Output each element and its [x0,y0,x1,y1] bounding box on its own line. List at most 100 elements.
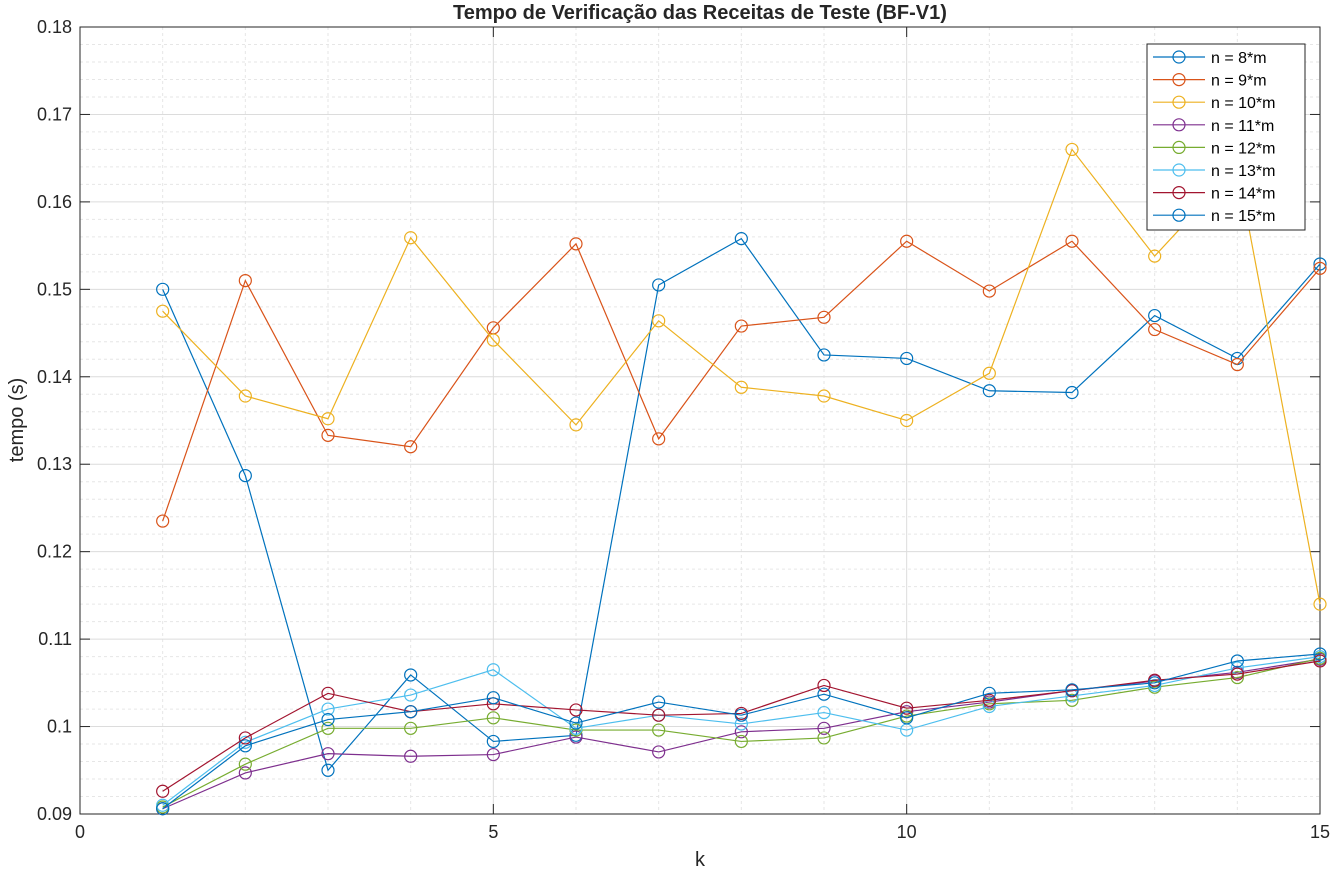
data-point [1065,234,1079,248]
data-point [817,687,831,701]
legend-marker [1172,163,1186,177]
data-point [569,730,583,744]
data-point [1313,261,1327,275]
data-point [734,717,748,731]
legend-label: n = 10*m [1211,95,1275,112]
data-point [652,432,666,446]
data-point [569,703,583,717]
y-axis: 0.09 0.1 0.11 0.12 0.13 0.14 0.15 0.16 0.17 0.18 [37,17,1320,824]
legend-label: n = 15*m [1211,208,1275,225]
data-point [569,721,583,735]
data-point [321,428,335,442]
data-point [321,686,335,700]
y-tick-label: 0.11 [38,629,72,649]
data-point [1313,597,1327,611]
data-point [982,366,996,380]
data-point [238,766,252,780]
data-point [486,663,500,677]
y-tick-label: 0.15 [37,279,72,299]
y-tick-label: 0.16 [37,192,72,212]
data-point [1230,667,1244,681]
data-point [404,688,418,702]
x-axis-label: k [695,849,706,871]
data-point [156,514,170,528]
series-layer [156,142,1327,816]
data-point [982,384,996,398]
data-point [321,721,335,735]
data-point [817,348,831,362]
legend-label: n = 9*m [1211,73,1267,90]
legend-marker [1172,72,1186,87]
data-point [1230,670,1244,685]
data-point [321,412,335,426]
data-point [238,739,252,753]
data-point [1148,322,1162,337]
series-line [162,660,1321,792]
data-point [817,705,831,720]
y-axis-label: tempo (s) [6,378,28,462]
legend-label: n = 12*m [1211,140,1275,157]
y-tick-label: 0.13 [37,454,72,474]
data-point [156,304,170,318]
series-line [162,237,1321,772]
x-tick-label: 10 [897,822,917,842]
legend-entry: n = 10*m [1153,95,1275,112]
data-point [900,413,914,428]
series-line [162,656,1321,806]
data-point [817,389,831,403]
data-point [486,734,500,749]
data-point [1148,308,1162,323]
series-8 [156,647,1327,816]
legend-marker [1172,95,1186,109]
y-tick-label: 0.17 [37,104,72,124]
data-point [1148,249,1162,263]
data-point [156,802,170,816]
data-point [404,705,418,719]
data-point [238,731,252,745]
data-point [321,712,335,727]
data-point [156,798,170,812]
series-3 [156,142,1327,611]
legend-label: n = 8*m [1211,50,1267,67]
data-point [1148,676,1162,690]
chart-title: Tempo de Verificação das Receitas de Tes… [453,2,947,24]
data-point [817,310,831,324]
data-point [404,749,418,763]
data-point [321,747,335,761]
legend-marker [1172,50,1186,64]
y-tick-label: 0.1 [47,717,72,737]
data-point [569,418,583,432]
series-line [162,657,1321,808]
data-point [321,763,335,777]
data-point [404,440,418,454]
data-point [982,284,996,298]
legend-entry: n = 8*m [1153,50,1267,67]
legend-marker [1172,140,1186,154]
legend-entry: n = 15*m [1153,208,1275,225]
data-point [404,721,418,735]
legend-marker [1172,118,1186,132]
legend-entry: n = 13*m [1153,163,1275,180]
series-line [162,148,1321,605]
y-tick-label: 0.12 [37,542,72,562]
data-point [652,314,666,328]
data-point [238,273,252,288]
data-point [900,234,914,248]
data-point [1230,357,1244,372]
y-tick-label: 0.18 [37,17,72,37]
data-point [734,725,748,739]
data-point [817,731,831,745]
data-point [1313,257,1327,271]
data-point [652,278,666,292]
data-point [652,708,666,722]
data-point [321,702,335,716]
data-point [982,686,996,700]
x-tick-label: 15 [1310,822,1330,842]
x-axis: 0 5 10 15 [75,27,1330,842]
legend-entry: n = 11*m [1153,118,1274,135]
data-point [156,784,170,798]
series-line [162,240,1321,522]
data-point [156,282,170,296]
data-point [900,711,914,725]
